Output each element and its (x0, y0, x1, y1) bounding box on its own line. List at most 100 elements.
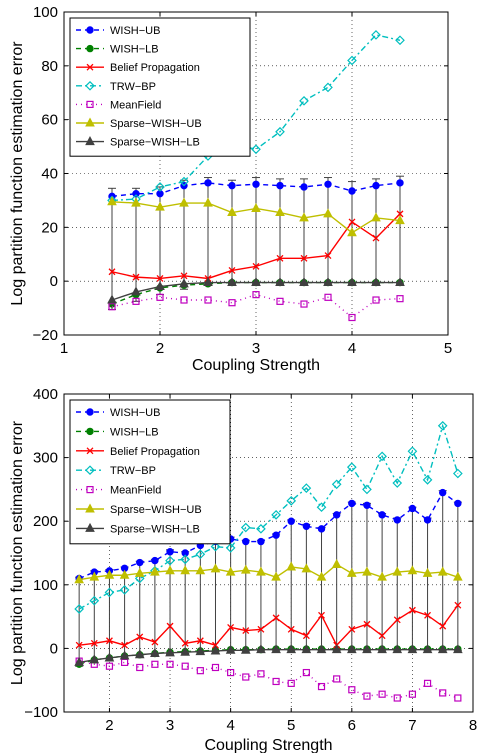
data-point (286, 561, 297, 571)
data-point (422, 567, 433, 577)
data-point (119, 569, 130, 579)
data-point (300, 300, 308, 308)
series-5 (74, 558, 463, 584)
data-point (437, 420, 448, 431)
data-point (104, 652, 115, 662)
data-point (275, 276, 285, 287)
data-point (242, 537, 250, 546)
data-point (256, 644, 266, 654)
y-tick-label: 100 (33, 4, 58, 21)
data-point (423, 516, 432, 524)
data-point (196, 637, 204, 645)
data-point (90, 639, 98, 647)
legend-item: WISH−UB (76, 25, 160, 37)
legend-label: Sparse−WISH−UB (110, 504, 202, 516)
data-point (331, 644, 342, 654)
data-point (275, 126, 285, 137)
data-point (165, 565, 175, 575)
data-point (256, 566, 266, 576)
data-point (105, 662, 114, 670)
data-point (74, 574, 84, 584)
data-point (271, 509, 281, 520)
data-point (371, 276, 381, 287)
y-axis-label: Log partition function estimation error (9, 420, 26, 685)
data-point (105, 637, 113, 645)
data-point (166, 548, 174, 556)
legend-label: Sparse−WISH−LB (110, 137, 200, 149)
data-point (331, 479, 342, 490)
x-tick-label: 6 (348, 717, 356, 734)
data-point (371, 30, 381, 40)
data-point (362, 644, 372, 654)
data-point (287, 679, 295, 687)
data-point (299, 212, 309, 222)
data-point (453, 571, 463, 581)
y-tick-label: −100 (24, 704, 58, 721)
ticks: 1 2 3 4 5 −20 0 20 40 60 80 100 (33, 4, 453, 357)
data-point (252, 180, 260, 188)
legend-marker (85, 117, 95, 127)
data-point (203, 276, 213, 287)
data-point (228, 299, 236, 307)
y-tick-label: 200 (33, 513, 58, 530)
data-point (151, 638, 159, 646)
data-point (89, 595, 100, 606)
data-point (181, 639, 189, 647)
y-tick-label: −20 (33, 327, 58, 344)
data-point (165, 555, 175, 566)
data-point (180, 646, 191, 656)
data-point (299, 276, 309, 287)
data-point (393, 616, 401, 624)
data-point (210, 541, 221, 552)
data-point (256, 523, 266, 534)
data-point (108, 268, 116, 276)
data-point (272, 531, 280, 539)
data-point (276, 181, 284, 190)
data-point (165, 647, 175, 657)
data-point (204, 296, 212, 304)
legend: WISH−UB WISH−LB Belief Propagation TRW−BP Me… (69, 399, 231, 545)
data-point (453, 644, 463, 654)
data-point (132, 297, 140, 305)
legend-label: WISH−LB (110, 426, 159, 438)
y-tick-label: 400 (33, 386, 58, 403)
legend-marker (86, 408, 94, 416)
data-point (151, 556, 159, 565)
data-point (348, 625, 356, 633)
data-point (276, 254, 284, 262)
legend-marker (85, 522, 95, 532)
legend-label: TRW−BP (110, 465, 156, 477)
data-point (423, 679, 432, 687)
data-point (287, 625, 295, 633)
x-tick-label: 2 (105, 717, 113, 734)
data-point (323, 208, 333, 218)
data-point (316, 571, 327, 581)
data-point (407, 565, 418, 575)
data-point (203, 197, 213, 207)
data-point (300, 183, 308, 191)
data-point (166, 622, 174, 630)
data-point (454, 694, 462, 702)
data-point (275, 206, 285, 217)
data-point (242, 627, 250, 635)
data-point (180, 296, 188, 304)
series-2 (75, 601, 462, 649)
series-4 (108, 291, 404, 322)
y-tick-label: 100 (33, 577, 58, 594)
data-point (346, 644, 357, 654)
x-tick-label: 4 (348, 340, 356, 357)
data-point (155, 280, 165, 291)
data-point (372, 234, 380, 242)
data-point (439, 488, 447, 497)
data-point (302, 632, 310, 640)
data-point (204, 179, 212, 187)
data-point (104, 569, 115, 579)
data-point (252, 291, 260, 299)
data-point (407, 644, 418, 654)
data-point (318, 611, 325, 619)
data-point (131, 286, 141, 296)
data-point (179, 278, 189, 288)
data-point (121, 641, 129, 649)
data-point (348, 313, 356, 322)
series-6 (107, 276, 405, 304)
